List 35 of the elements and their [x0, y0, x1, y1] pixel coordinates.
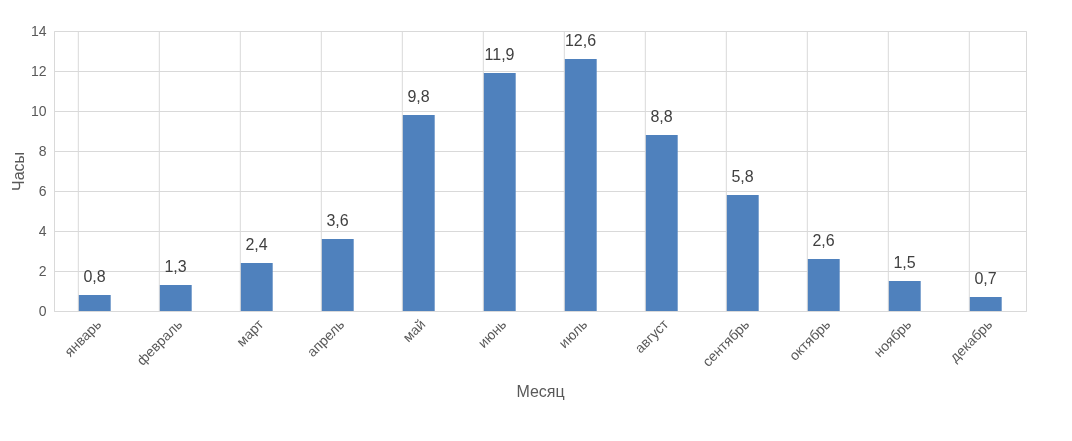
data-label: 11,9 [484, 46, 515, 63]
y-tick-label: 0 [38, 302, 47, 319]
data-label: 12,6 [564, 32, 597, 49]
y-tick-label: 6 [38, 182, 47, 199]
y-tick-label: 12 [30, 62, 47, 79]
data-label: 0,8 [83, 268, 106, 285]
data-label: 1,5 [893, 254, 916, 271]
bar [564, 59, 597, 311]
data-label: 3,6 [326, 212, 349, 229]
bar [483, 73, 516, 311]
bar [726, 195, 759, 311]
bar [78, 295, 111, 311]
bar [645, 135, 678, 311]
bar [969, 297, 1002, 311]
bar [159, 285, 192, 311]
data-label: 8,8 [650, 108, 673, 125]
bar [807, 259, 840, 311]
y-axis-title: Часы [9, 151, 27, 192]
x-axis-title: Месяц [516, 382, 565, 400]
y-tick-label: 8 [38, 142, 47, 159]
data-label: 0,7 [974, 270, 997, 287]
y-tick-label: 10 [30, 102, 47, 119]
y-tick-label: 14 [30, 22, 47, 39]
data-label: 2,6 [812, 232, 835, 249]
data-label: 2,4 [245, 236, 268, 253]
data-label: 1,3 [164, 258, 187, 275]
bar [888, 281, 921, 311]
bar [321, 239, 354, 311]
y-tick-label: 2 [38, 262, 47, 279]
bar [240, 263, 273, 311]
x-tick-label: май [399, 316, 429, 346]
data-label: 9,8 [407, 88, 430, 105]
bar [402, 115, 435, 311]
y-tick-label: 4 [38, 222, 47, 239]
data-label: 5,8 [731, 168, 754, 185]
